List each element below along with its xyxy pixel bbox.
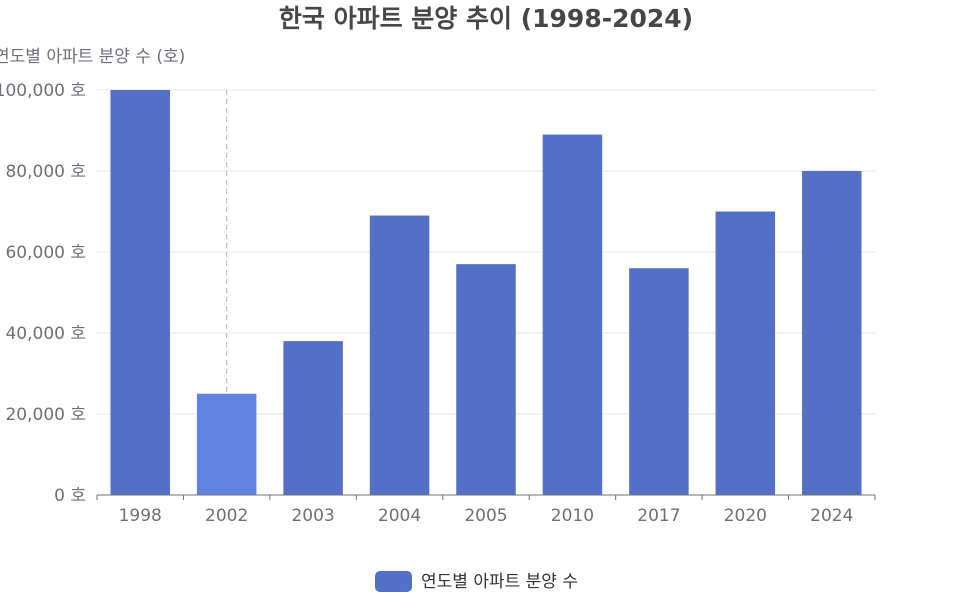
x-tick-label: 2017	[637, 506, 680, 526]
bar-2010[interactable]	[542, 134, 603, 496]
y-tick-label: 20,000 호	[5, 405, 86, 425]
chart-title: 한국 아파트 분양 추이 (1998-2024)	[279, 4, 693, 33]
legend-swatch[interactable]	[375, 571, 412, 592]
x-tick-label: 2002	[205, 506, 248, 526]
x-axis	[96, 494, 876, 500]
bars	[110, 90, 862, 496]
bar-1998[interactable]	[110, 90, 170, 495]
y-tick-label: 0 호	[54, 486, 86, 506]
x-tick-label: 2005	[464, 506, 507, 526]
bar-2003[interactable]	[283, 341, 343, 495]
bar-2002[interactable]	[196, 393, 257, 495]
x-tick-label: 1998	[119, 506, 162, 526]
bar-2005[interactable]	[456, 264, 516, 495]
y-axis-label: 연도별 아파트 분양 수 (호)	[0, 47, 185, 67]
bar-2017[interactable]	[629, 268, 689, 495]
bar-2004[interactable]	[369, 215, 430, 496]
y-tick-label: 60,000 호	[5, 243, 86, 263]
y-tick-label: 80,000 호	[5, 162, 86, 182]
bar-2020[interactable]	[715, 211, 776, 496]
legend-label[interactable]: 연도별 아파트 분양 수	[421, 572, 578, 592]
x-tick-label: 2003	[291, 506, 334, 526]
y-tick-label: 40,000 호	[5, 324, 86, 344]
x-tick-label: 2010	[551, 506, 594, 526]
x-tick-label: 2024	[810, 506, 853, 526]
y-tick-label: 100,000 호	[0, 81, 86, 101]
x-tick-label: 2004	[378, 506, 421, 526]
x-axis-ticks: 1998 2002 2003 2004 2005 2010 2017 2020 2024	[119, 506, 854, 526]
x-tick-label: 2020	[724, 506, 767, 526]
y-axis-ticks: 0 호 20,000 호 40,000 호 60,000 호 80,000 호 100,0…	[0, 81, 86, 506]
legend[interactable]: 연도별 아파트 분양 수	[375, 571, 578, 592]
bar-2024[interactable]	[802, 171, 862, 495]
